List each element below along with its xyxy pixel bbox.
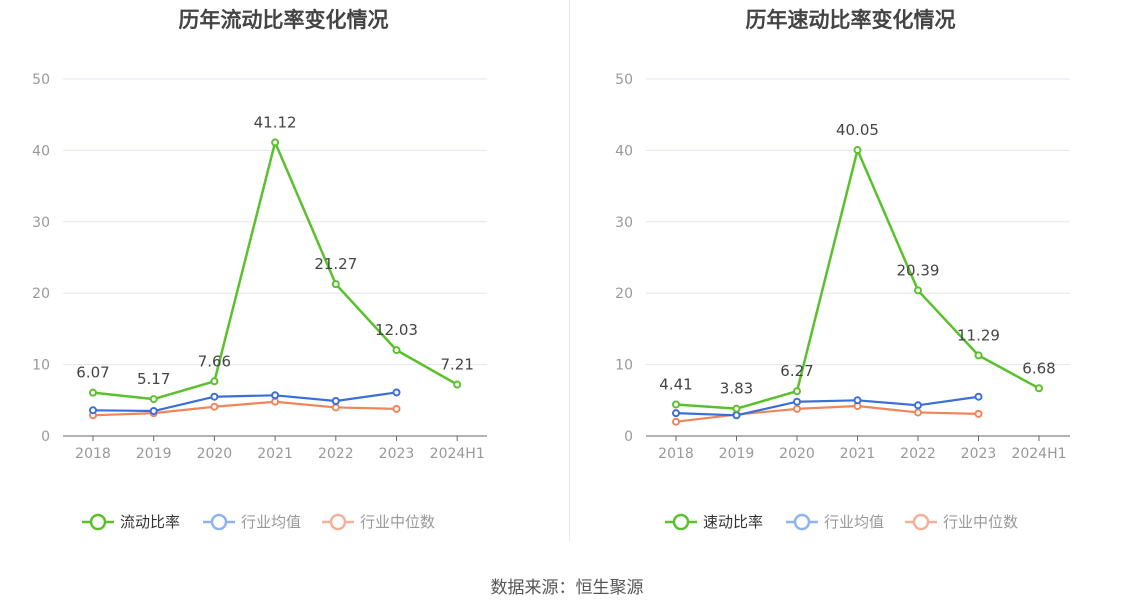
- data-source-note: 数据来源：恒生聚源: [490, 578, 644, 598]
- legend-label: 行业中位数: [943, 513, 1018, 531]
- y-tick-label: 40: [32, 143, 50, 159]
- y-tick-label: 0: [41, 429, 50, 445]
- line-chart-current-ratio: 0 10 20 30 40 50 2018 2019 2020 2021 2022 2023 2024H…: [32, 72, 487, 531]
- data-point: [914, 286, 922, 295]
- data-label: 7.66: [198, 352, 231, 370]
- data-label: 41.12: [254, 113, 297, 131]
- x-tick-label: 2021: [840, 446, 876, 462]
- y-tick-label: 30: [32, 215, 50, 231]
- data-point: [974, 351, 983, 360]
- data-point: [331, 280, 340, 289]
- data-point: [271, 138, 280, 147]
- x-tick-label: 2020: [779, 446, 815, 462]
- data-label: 40.05: [836, 121, 879, 139]
- legend-marker: [210, 513, 228, 531]
- legend-label: 行业均值: [824, 513, 884, 531]
- data-point: [149, 407, 158, 416]
- data-point: [331, 403, 340, 412]
- legend-label: 速动比率: [703, 513, 763, 531]
- x-tick-label: 2024H1: [430, 446, 485, 462]
- x-tick-label: 2021: [257, 446, 293, 462]
- x-tick-label: 2023: [379, 446, 415, 462]
- data-point: [853, 146, 862, 155]
- series-line: [675, 148, 1040, 410]
- data-label: 3.83: [720, 380, 753, 398]
- series-line: [675, 395, 979, 417]
- legend-marker: [912, 513, 930, 531]
- data-point: [672, 417, 680, 426]
- legend-label: 行业均值: [241, 513, 301, 531]
- x-tick-label: 2018: [75, 446, 111, 462]
- data-point: [210, 392, 219, 401]
- chart-title: 历年流动比率变化情况: [178, 8, 389, 32]
- data-point: [853, 396, 862, 405]
- data-point: [271, 397, 280, 406]
- y-tick-label: 20: [615, 286, 633, 302]
- panel-divider: [569, 0, 570, 542]
- data-point: [271, 391, 280, 400]
- series-line: [92, 391, 397, 413]
- data-label: 6.07: [76, 364, 109, 382]
- data-point: [732, 404, 741, 413]
- legend-label: 流动比率: [120, 513, 180, 531]
- x-tick-label: 2024H1: [1011, 446, 1066, 462]
- y-tick-label: 20: [32, 286, 50, 302]
- chart-panel-quick-ratio: 历年速动比率变化情况 0 10 20 30 40 50 2018 2019 2020 2021 20…: [567, 0, 1134, 560]
- y-tick-label: 30: [615, 215, 633, 231]
- y-tick-label: 40: [615, 143, 633, 159]
- data-point: [793, 387, 801, 396]
- x-tick-label: 2018: [658, 446, 694, 462]
- x-tick-label: 2019: [136, 446, 172, 462]
- data-label: 4.41: [659, 376, 692, 394]
- data-point: [331, 397, 340, 406]
- data-label: 6.68: [1022, 359, 1055, 377]
- data-point: [672, 400, 680, 409]
- x-tick-label: 2020: [197, 446, 233, 462]
- data-point: [914, 408, 922, 417]
- data-label: 11.29: [957, 326, 1000, 344]
- data-point: [149, 395, 158, 404]
- chart-title: 历年速动比率变化情况: [745, 8, 956, 32]
- data-label: 5.17: [137, 370, 170, 388]
- data-point: [974, 392, 983, 401]
- data-label: 12.03: [375, 321, 418, 339]
- data-label: 21.27: [314, 255, 357, 273]
- data-point: [453, 380, 462, 389]
- legend-marker: [672, 513, 690, 531]
- data-point: [89, 406, 97, 415]
- data-point: [672, 409, 680, 418]
- data-label: 6.27: [780, 362, 813, 380]
- data-point: [210, 377, 219, 386]
- x-tick-label: 2022: [900, 446, 936, 462]
- data-point: [914, 401, 922, 410]
- legend-marker: [329, 513, 347, 531]
- data-point: [392, 388, 401, 397]
- y-tick-label: 10: [32, 358, 50, 374]
- line-chart-quick-ratio: 0 10 20 30 40 50 2018 2019 2020 2021 2022 2023 2024H…: [615, 72, 1070, 531]
- series-line: [92, 400, 397, 417]
- x-tick-label: 2022: [318, 446, 354, 462]
- y-tick-label: 0: [624, 429, 633, 445]
- series-line: [92, 141, 458, 401]
- data-point: [392, 346, 401, 355]
- x-tick-label: 2019: [719, 446, 755, 462]
- legend-marker: [89, 513, 107, 531]
- y-tick-label: 10: [615, 358, 633, 374]
- x-tick-label: 2023: [961, 446, 997, 462]
- data-label: 7.21: [440, 356, 473, 374]
- data-point: [793, 397, 801, 406]
- legend-label: 行业中位数: [360, 513, 435, 531]
- data-point: [793, 404, 801, 413]
- data-point: [1035, 384, 1043, 393]
- data-point: [732, 411, 741, 420]
- data-point: [974, 409, 983, 418]
- legend-marker: [793, 513, 811, 531]
- data-point: [392, 404, 401, 413]
- chart-panel-current-ratio: 历年流动比率变化情况 0 10 20 30 40 50 2018 2019 2020 2021 20…: [0, 0, 567, 560]
- y-tick-label: 50: [32, 72, 50, 88]
- y-tick-label: 50: [615, 72, 633, 88]
- data-label: 20.39: [897, 261, 940, 279]
- data-point: [210, 402, 219, 411]
- data-point: [89, 388, 97, 397]
